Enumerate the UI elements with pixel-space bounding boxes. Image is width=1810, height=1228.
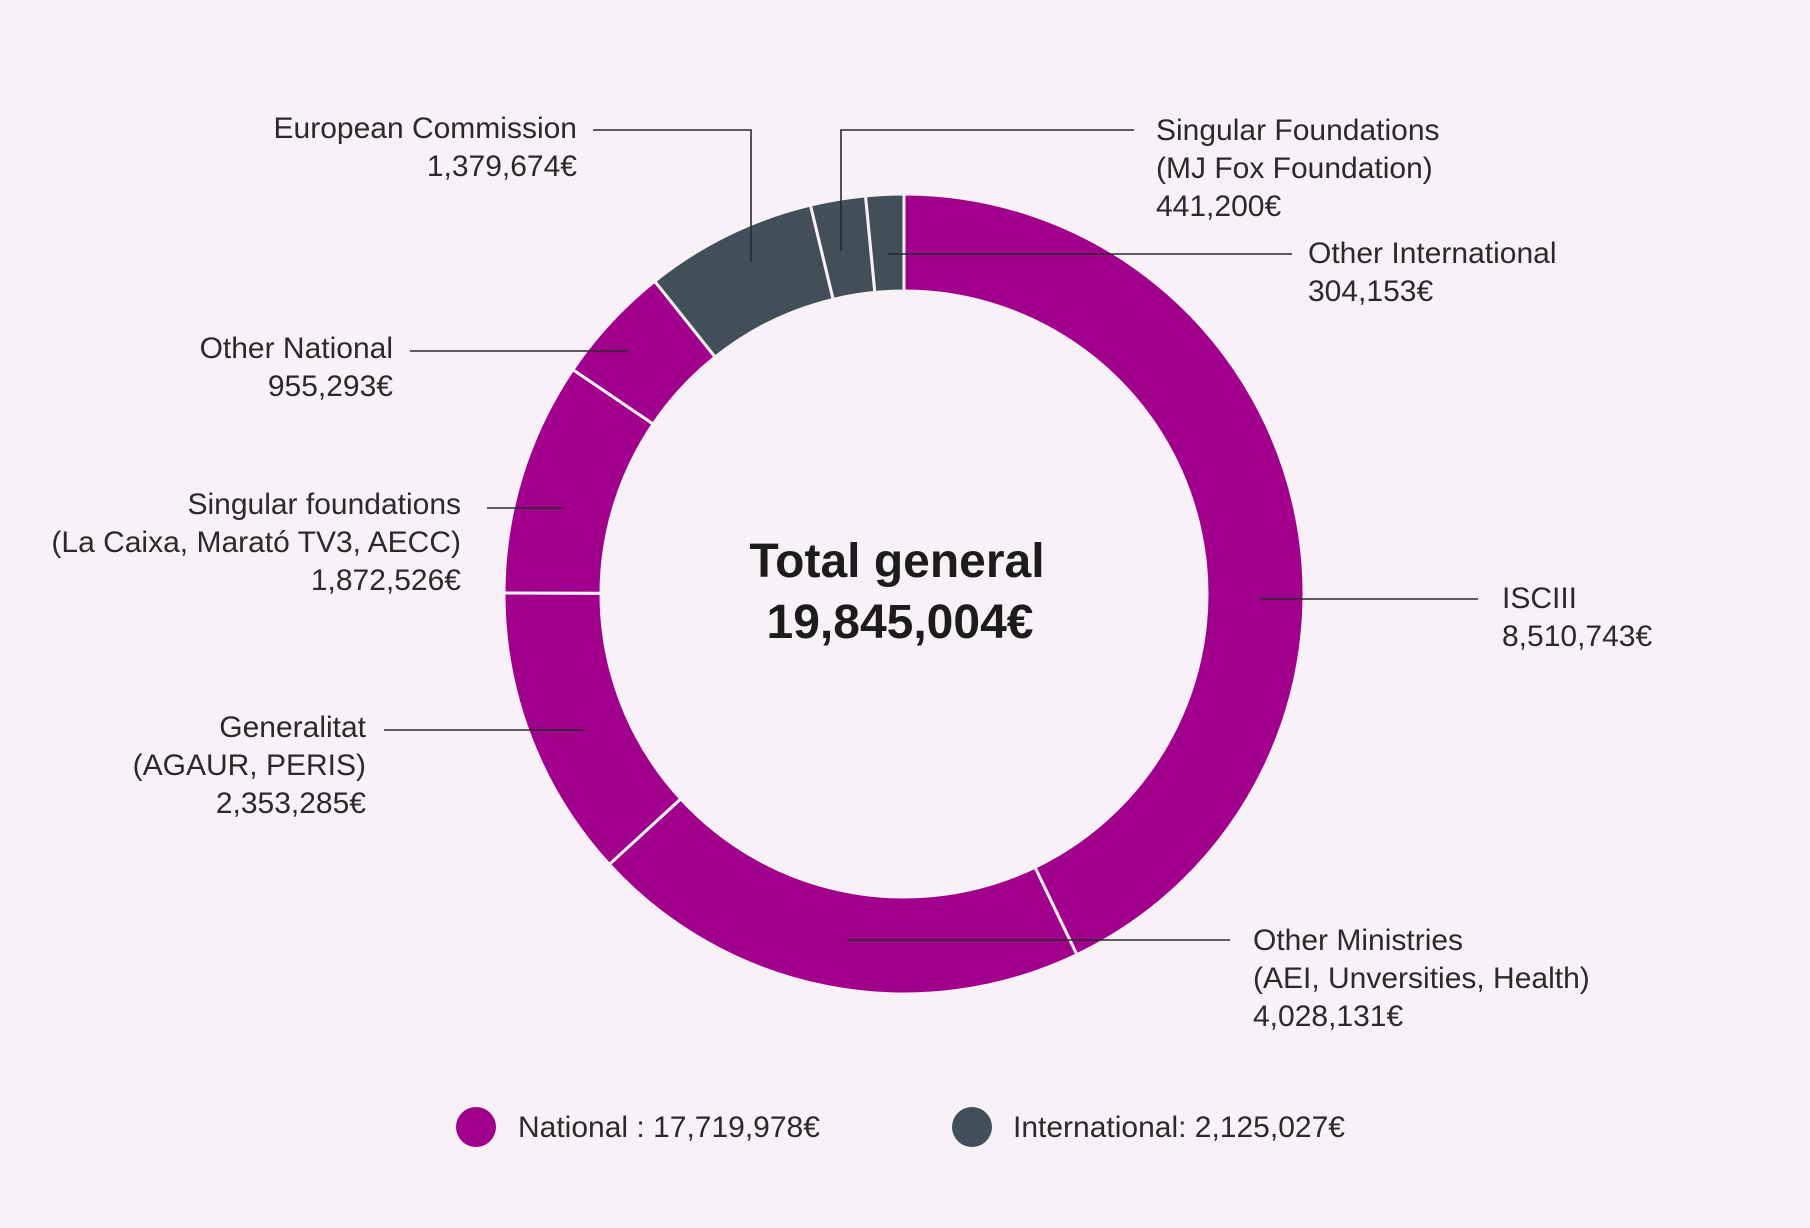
legend-national-label: National : 17,719,978€ [518, 1111, 820, 1144]
label-line-other-international-1: 304,153€ [1308, 275, 1433, 308]
slice-generalitat [502, 591, 683, 867]
label-line-other-national-0: Other National [200, 332, 393, 365]
slice-other-ministries [607, 796, 1079, 996]
legend: National : 17,719,978€ International: 2,… [456, 1107, 1345, 1147]
label-other-ministries: Other Ministries (AEI, Unversities, Healt… [1253, 924, 1590, 1033]
label-line-other-ministries-2: 4,028,131€ [1253, 1000, 1403, 1033]
slice-isciii [902, 192, 1306, 957]
leader-lines-group [384, 129, 1478, 941]
center-total-value: 19,845,004€ [767, 596, 1034, 649]
labels-group: ISCIII 8,510,743€ Other Ministries (AEI, Un… [51, 112, 1652, 1033]
label-line-other-ministries-0: Other Ministries [1253, 924, 1463, 957]
label-line-other-international-0: Other International [1308, 237, 1556, 270]
label-line-other-ministries-1: (AEI, Unversities, Health) [1253, 962, 1590, 995]
label-line-singular-foundations-national-2: 1,872,526€ [311, 564, 461, 597]
label-other-national: Other National 955,293€ [200, 332, 394, 403]
label-singular-foundations-national: Singular foundations (La Caixa, Marató TV… [51, 488, 461, 597]
label-line-european-commission-0: European Commission [274, 112, 577, 145]
leader-line-european-commission [593, 129, 752, 262]
label-line-generalitat-0: Generalitat [219, 711, 366, 744]
label-line-singular-foundations-international-0: Singular Foundations [1156, 114, 1440, 147]
label-line-european-commission-1: 1,379,674€ [427, 150, 577, 183]
slices-group [502, 192, 1306, 996]
label-line-singular-foundations-national-0: Singular foundations [187, 488, 461, 521]
label-generalitat: Generalitat (AGAUR, PERIS) 2,353,285€ [133, 711, 367, 820]
label-line-other-national-1: 955,293€ [268, 370, 393, 403]
label-line-singular-foundations-international-2: 441,200€ [1156, 190, 1281, 223]
label-european-commission: European Commission 1,379,674€ [274, 112, 578, 183]
label-line-generalitat-2: 2,353,285€ [216, 787, 366, 820]
label-line-isciii-1: 8,510,743€ [1502, 620, 1652, 653]
slice-other-international [863, 192, 906, 295]
center-total-label: Total general [749, 535, 1044, 588]
label-singular-foundations-international: Singular Foundations (MJ Fox Foundation) 4… [1156, 114, 1440, 223]
label-line-singular-foundations-national-1: (La Caixa, Marató TV3, AECC) [51, 526, 461, 559]
label-line-generalitat-1: (AGAUR, PERIS) [133, 749, 366, 782]
label-other-international: Other International 304,153€ [1308, 237, 1556, 308]
legend-international-label: International: 2,125,027€ [1013, 1111, 1345, 1144]
legend-international-swatch [952, 1107, 992, 1147]
leader-line-singular-foundations-international [840, 129, 1134, 251]
label-line-singular-foundations-international-1: (MJ Fox Foundation) [1156, 152, 1433, 185]
label-isciii: ISCIII 8,510,743€ [1502, 582, 1652, 653]
legend-national-swatch [456, 1107, 496, 1147]
label-line-isciii-0: ISCIII [1502, 582, 1577, 615]
